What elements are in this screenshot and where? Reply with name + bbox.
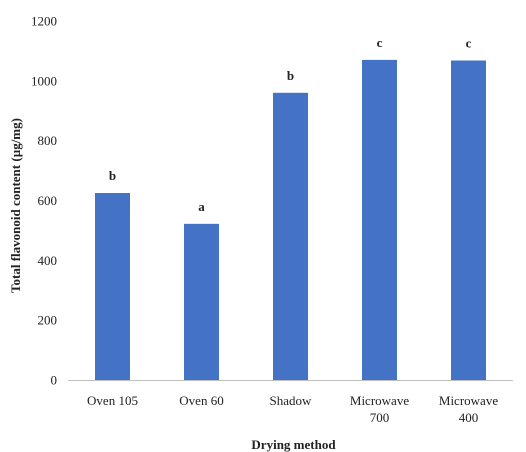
y-axis-title: Total flavonoid content (µg/mg) xyxy=(8,118,23,293)
x-category-label: Oven 105 xyxy=(87,393,138,408)
bar xyxy=(362,59,397,381)
bar xyxy=(451,60,486,381)
y-tick-label: 1000 xyxy=(31,73,57,88)
y-axis-ticks: 0 200 400 600 800 1000 1200 xyxy=(31,14,57,388)
bar xyxy=(95,193,130,380)
significance-letters: b a b c c xyxy=(109,35,472,214)
significance-letter: b xyxy=(287,68,294,83)
bar xyxy=(273,92,308,381)
y-tick-label: 0 xyxy=(51,373,58,388)
significance-letter: c xyxy=(466,35,472,50)
y-tick-label: 800 xyxy=(38,133,58,148)
y-tick-label: 600 xyxy=(38,193,58,208)
bar xyxy=(184,223,219,380)
x-category-label: 400 xyxy=(459,410,479,425)
bars xyxy=(95,59,486,381)
x-axis-title: Drying method xyxy=(251,437,336,452)
x-category-label: Microwave xyxy=(350,393,409,408)
y-tick-label: 1200 xyxy=(31,14,57,29)
significance-letter: b xyxy=(109,168,116,183)
x-category-label: Oven 60 xyxy=(179,393,223,408)
x-axis-categories: Oven 105 Oven 60 Shadow Microwave 700 Microwa… xyxy=(87,393,498,425)
y-tick-label: 400 xyxy=(38,253,58,268)
x-category-label: Microwave xyxy=(439,393,498,408)
x-category-label: 700 xyxy=(370,410,390,425)
y-tick-label: 200 xyxy=(38,313,58,328)
significance-letter: a xyxy=(198,199,205,214)
x-category-label: Shadow xyxy=(270,393,313,408)
significance-letter: c xyxy=(377,35,383,50)
